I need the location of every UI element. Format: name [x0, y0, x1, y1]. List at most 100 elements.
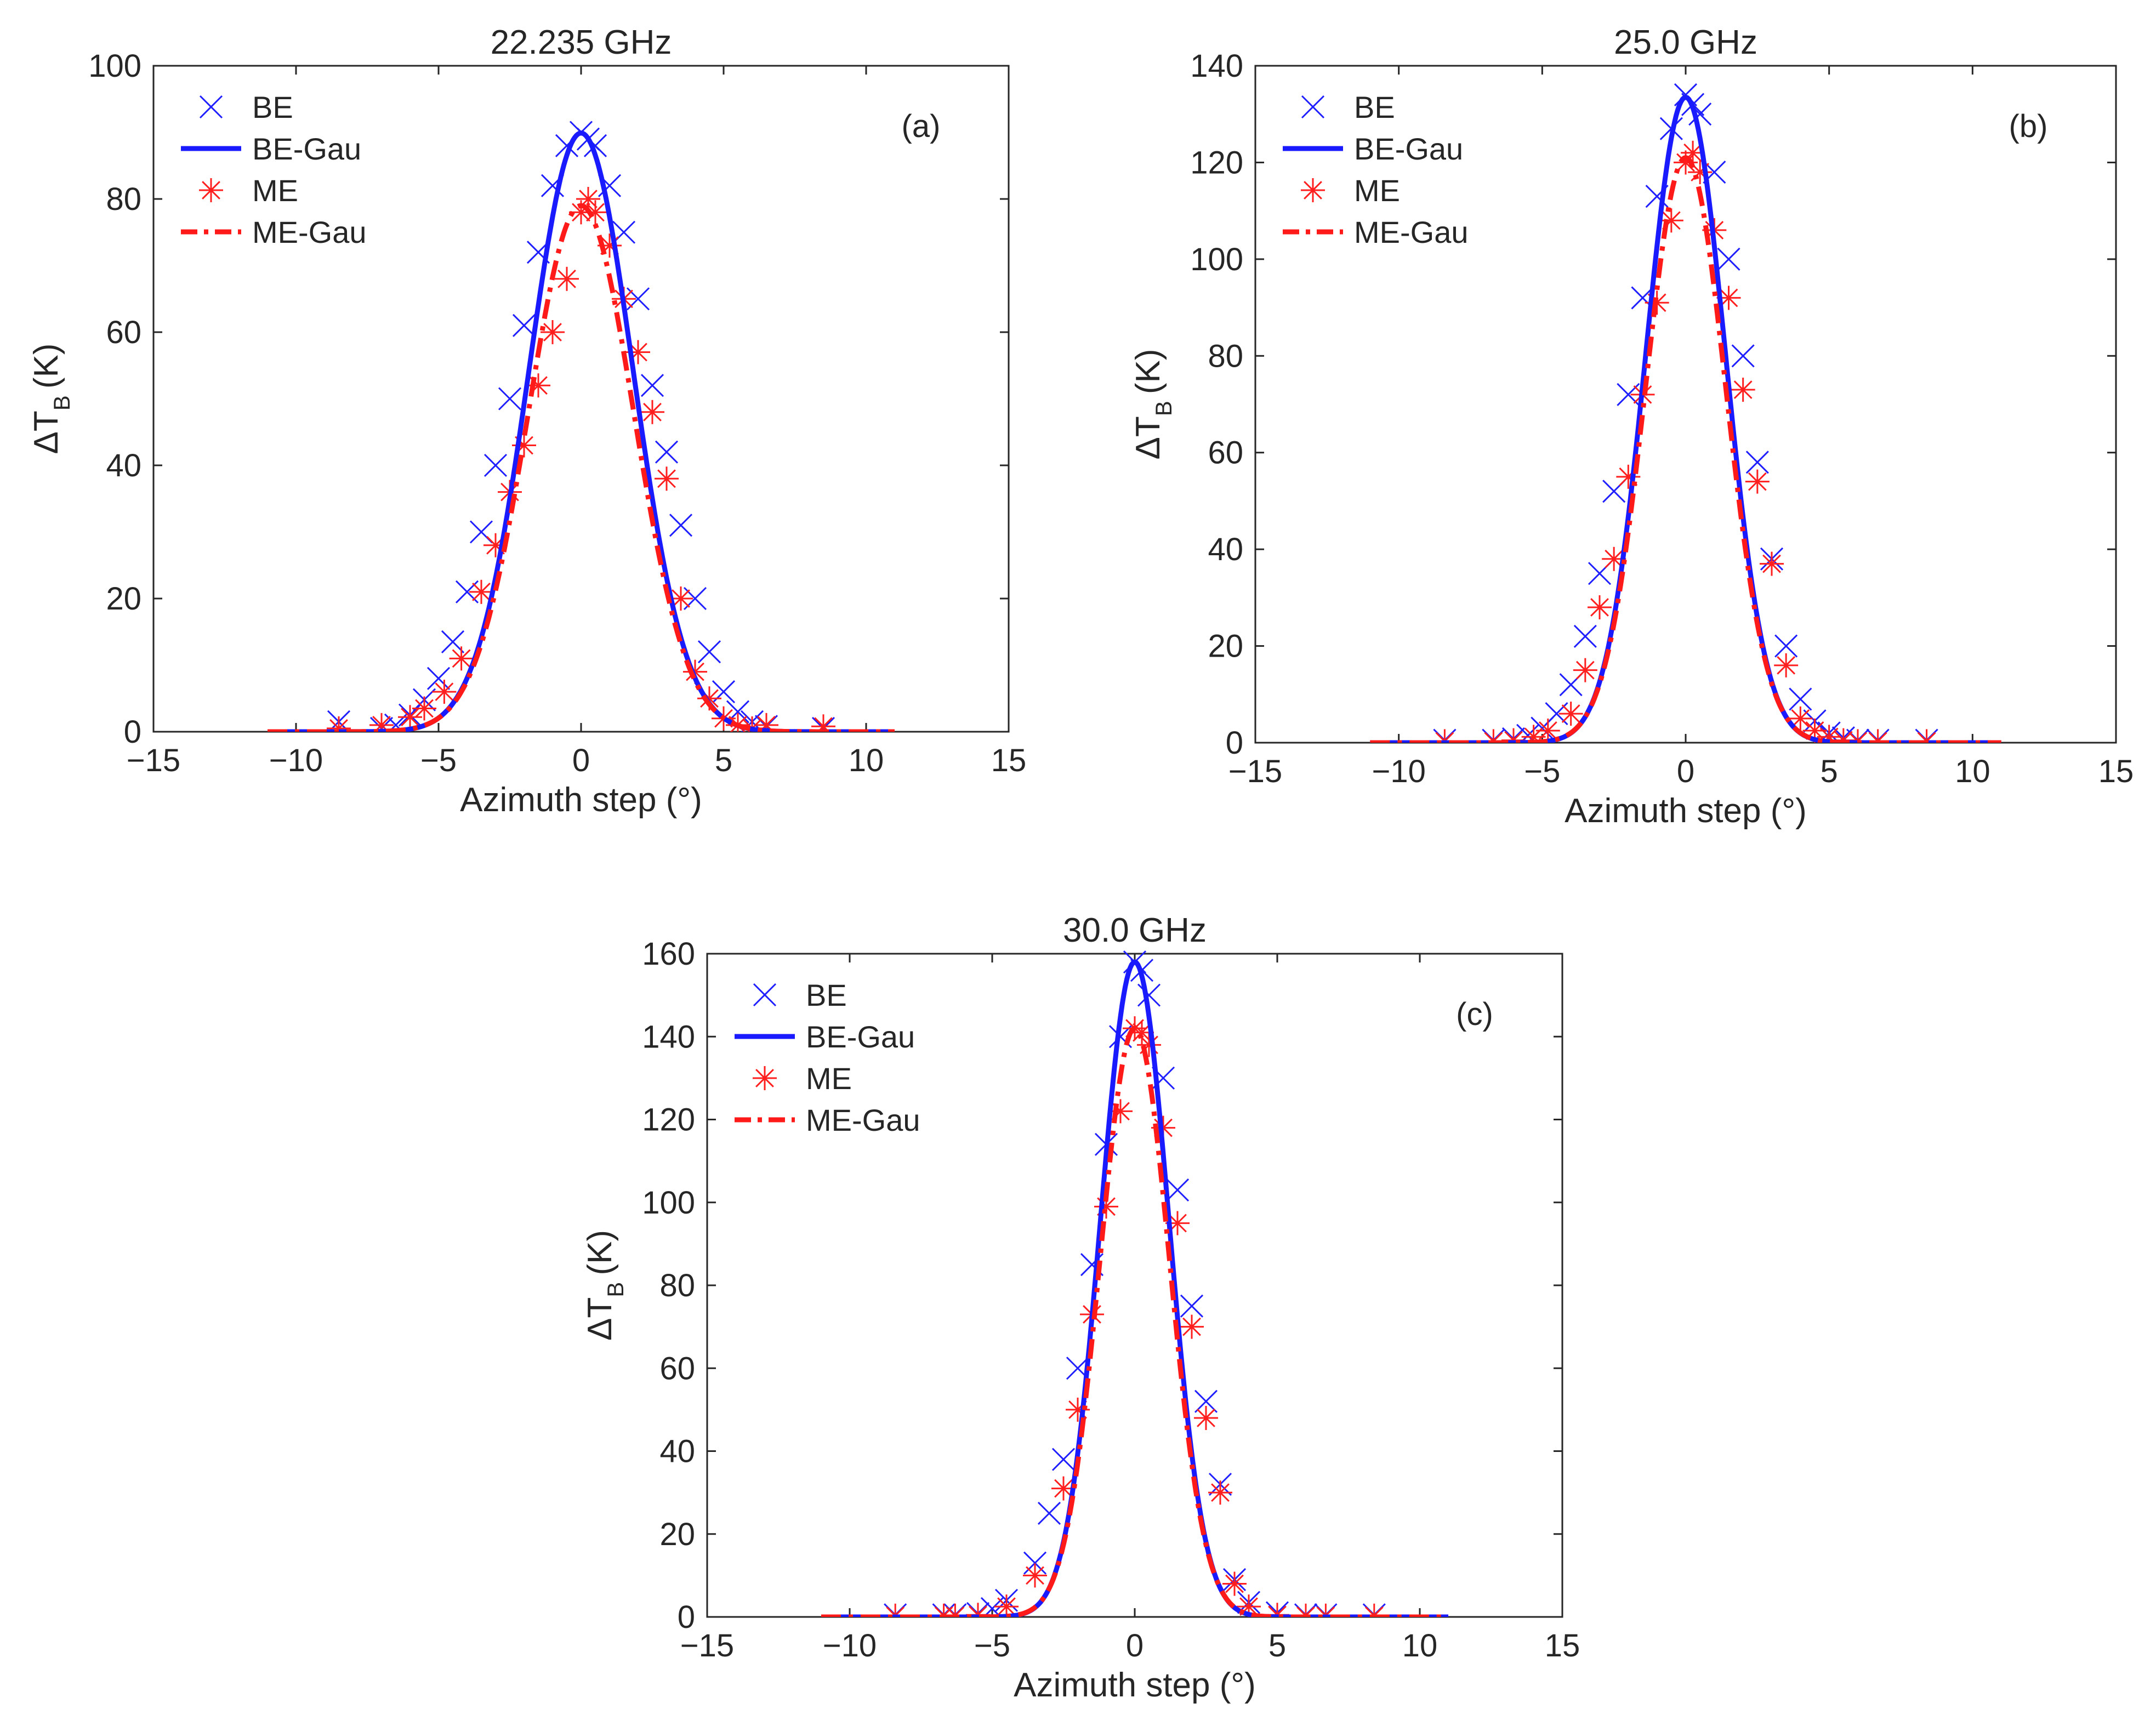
y-tick-label: 60	[106, 315, 141, 350]
me-marker	[327, 716, 351, 732]
x-axis-label: Azimuth step (°)	[460, 781, 702, 819]
x-tick-label: −15	[127, 743, 180, 778]
me-marker	[1573, 658, 1597, 682]
be-marker	[426, 667, 451, 690]
legend: BE BE-Gau ME ME-Gau	[1283, 90, 1469, 249]
series-be-gau-line	[821, 959, 1448, 1617]
x-tick-label: −15	[680, 1628, 734, 1664]
panel-label: (a)	[902, 109, 941, 144]
y-axis-label-main: ΔT	[27, 411, 65, 454]
legend-label: BE	[252, 90, 293, 124]
plot-area	[268, 121, 895, 732]
be-marker	[1137, 983, 1161, 1007]
y-tick-label: 80	[1208, 338, 1243, 374]
x-tick-label: −5	[420, 743, 457, 778]
series-be-gau-line	[1370, 94, 2001, 743]
be-marker	[697, 640, 721, 664]
y-axis-label-unit: (K)	[27, 344, 65, 389]
legend-label: BE-Gau	[252, 132, 361, 166]
x-tick-label: 5	[715, 743, 732, 778]
y-axis-label: ΔTB (K)	[1129, 349, 1176, 460]
me-marker	[811, 714, 835, 732]
be-marker	[199, 95, 223, 119]
y-tick-label: 0	[1226, 725, 1243, 761]
legend-label: ME-Gau	[806, 1103, 920, 1137]
x-tick-label: 15	[991, 743, 1027, 778]
plot-area	[1370, 83, 2001, 743]
me-marker	[1301, 178, 1325, 202]
series-me-markers	[327, 187, 835, 732]
me-marker	[555, 266, 579, 291]
y-tick-label: 0	[124, 714, 141, 750]
y-tick-label: 80	[659, 1268, 695, 1303]
x-tick-label: −10	[1372, 754, 1425, 789]
legend-label: ME-Gau	[252, 215, 367, 249]
me-marker	[994, 1594, 1019, 1617]
be-marker	[1745, 451, 1769, 474]
me-marker	[1208, 1480, 1232, 1505]
y-tick-label: 20	[1208, 629, 1243, 664]
me-marker	[1659, 208, 1683, 233]
me-marker	[754, 713, 778, 732]
y-axis-label-unit: (K)	[1129, 349, 1167, 395]
x-axis-label: Azimuth step (°)	[1014, 1666, 1256, 1704]
x-axis-label: Azimuth step (°)	[1565, 792, 1807, 830]
chart-panel: −15 −10 −5 0 5 10 15 0 20 40 60 80 100 120 140 160 30.0 …	[581, 912, 1580, 1704]
be-marker	[1731, 344, 1755, 368]
be-marker	[1165, 1178, 1190, 1202]
me-marker	[655, 466, 679, 491]
x-tick-label: 10	[849, 743, 884, 778]
legend: BE BE-Gau ME ME-Gau	[735, 978, 920, 1137]
me-marker	[469, 579, 493, 604]
be-marker	[1180, 1294, 1204, 1318]
me-marker	[1745, 469, 1770, 494]
y-tick-label: 20	[659, 1517, 695, 1552]
x-tick-label: 0	[1126, 1628, 1144, 1664]
y-tick-label: 20	[106, 581, 141, 617]
be-marker	[498, 387, 522, 411]
be-marker	[655, 440, 679, 464]
me-marker	[1760, 551, 1784, 576]
y-axis-label-main: ΔT	[581, 1297, 619, 1341]
y-tick-label: 140	[1190, 48, 1243, 84]
panel-label: (b)	[2009, 109, 2048, 144]
x-tick-label: −10	[823, 1628, 877, 1664]
me-marker	[640, 400, 664, 424]
legend-label: BE	[1354, 90, 1395, 124]
be-marker	[1717, 247, 1740, 271]
y-axis-label-sub: B	[1151, 401, 1176, 416]
x-tick-label: −5	[1524, 754, 1560, 789]
legend-label: BE-Gau	[806, 1019, 915, 1054]
series-me-markers	[883, 1016, 1386, 1617]
x-tick-label: −5	[974, 1628, 1010, 1664]
y-tick-label: 140	[642, 1019, 695, 1055]
me-marker	[369, 713, 394, 732]
y-tick-label: 80	[106, 181, 141, 217]
legend-label: ME-Gau	[1354, 215, 1469, 249]
x-tick-label: −15	[1228, 754, 1282, 789]
me-marker	[1602, 546, 1626, 571]
y-tick-label: 40	[106, 448, 141, 483]
legend-label: ME	[252, 173, 298, 208]
legend-item: BE	[199, 90, 293, 124]
me-marker	[1194, 1406, 1218, 1430]
me-marker	[1180, 1314, 1204, 1339]
x-tick-label: 10	[1402, 1628, 1438, 1664]
me-marker	[1535, 718, 1560, 743]
series-be-markers	[884, 950, 1386, 1617]
be-marker	[483, 453, 508, 477]
legend-item: ME-Gau	[181, 215, 367, 249]
y-axis-label-main: ΔT	[1129, 416, 1167, 459]
me-marker	[753, 1066, 777, 1090]
me-marker	[1588, 595, 1612, 619]
me-marker	[432, 680, 457, 704]
panel-label: (c)	[1456, 996, 1493, 1032]
legend-label: BE	[806, 978, 847, 1012]
y-axis-label-sub: B	[602, 1282, 628, 1297]
chart-title: 30.0 GHz	[1063, 912, 1207, 949]
be-marker	[1774, 634, 1798, 658]
be-marker	[512, 314, 536, 337]
plot-area	[821, 950, 1448, 1617]
me-marker	[1731, 378, 1755, 402]
legend-item: ME	[1301, 173, 1400, 208]
